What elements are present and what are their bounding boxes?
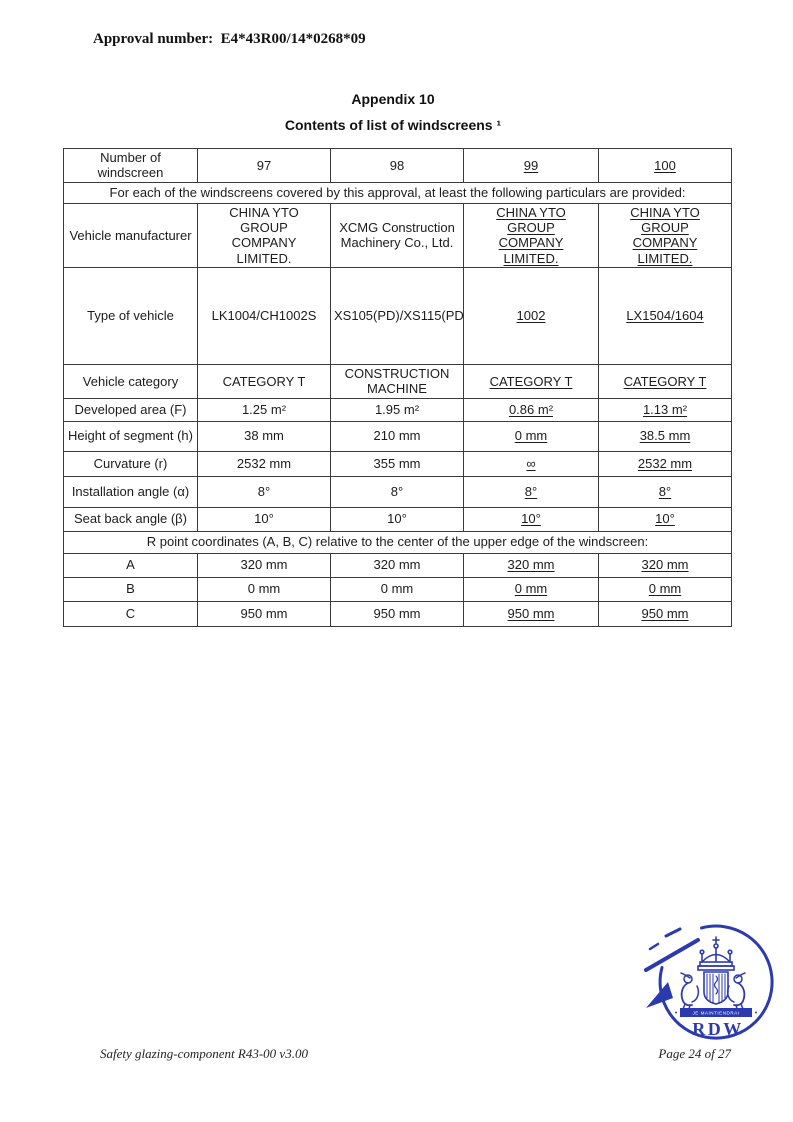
table-row: Height of segment (h) 38 mm 210 mm 0 mm …: [63, 420, 732, 452]
table-row: Curvature (r) 2532 mm 355 mm ∞ 2532 mm: [63, 450, 732, 477]
cell-value: 0 mm: [514, 428, 548, 444]
table-row: Installation angle (α) 8° 8° 8° 8°: [63, 475, 732, 508]
intro-note: For each of the windscreens covered by t…: [109, 184, 686, 200]
cell-value: 0 mm: [380, 581, 414, 597]
cell-value: 1.13 m²: [642, 401, 688, 417]
rdw-stamp-icon: JE MAINTIENDRAI RDW: [644, 924, 774, 1040]
appendix-title: Appendix 10: [351, 91, 435, 107]
cell-value: CONSTRUCTION MACHINE: [344, 365, 450, 397]
cell-value: 10°: [254, 511, 274, 527]
col-header-97: 97: [197, 148, 331, 183]
cell-value: XCMG Construction Machinery Co., Ltd.: [339, 219, 455, 251]
cell-value: 38 mm: [244, 428, 284, 444]
cell-value: 320 mm: [507, 557, 555, 573]
footer-document-id: Safety glazing-component R43-00 v3.00: [100, 1046, 308, 1061]
cell-value: 1.25 m²: [241, 401, 287, 417]
cell-value: 8°: [390, 483, 404, 499]
cell-value: 1.95 m²: [374, 401, 420, 417]
table-row: Vehicle category CATEGORY T CONSTRUCTION…: [63, 363, 732, 399]
intro-note-row: For each of the windscreens covered by t…: [63, 181, 732, 204]
cell-value: 950 mm: [641, 605, 689, 621]
col-header-100: 100: [598, 148, 732, 183]
r-point-note: R point coordinates (A, B, C) relative t…: [146, 534, 649, 550]
row-label: Type of vehicle: [87, 308, 174, 324]
cell-value: 0 mm: [648, 581, 682, 597]
cell-value: CHINA YTO GROUP COMPANY LIMITED.: [229, 204, 299, 266]
row-label: Vehicle category: [82, 373, 179, 389]
table-row: Vehicle manufacturer CHINA YTO GROUP COM…: [63, 202, 732, 268]
cell-value: 2532 mm: [236, 455, 292, 471]
cell-value: LK1004/CH1002S: [211, 308, 317, 324]
page-footer: Safety glazing-component R43-00 v3.00 Pa…: [63, 1046, 731, 1062]
table-row: A 320 mm 320 mm 320 mm 320 mm: [63, 552, 732, 578]
cell-value: 950 mm: [373, 605, 421, 621]
cell-value: CATEGORY T: [623, 373, 707, 389]
cell-value: 10°: [387, 511, 407, 527]
cell-value: 8°: [257, 483, 271, 499]
cell-value: 2532 mm: [637, 455, 693, 471]
cell-value: 950 mm: [240, 605, 288, 621]
cell-value: LX1504/1604: [626, 308, 704, 324]
cell-value: 8°: [524, 483, 538, 499]
row-label: C: [125, 605, 136, 621]
cell-value: CATEGORY T: [222, 373, 306, 389]
row-label: Curvature (r): [93, 455, 168, 471]
stamp-motto: JE MAINTIENDRAI: [692, 1011, 739, 1016]
cell-value: 0 mm: [247, 581, 281, 597]
cell-value: CATEGORY T: [489, 373, 573, 389]
cell-value: 0 mm: [514, 581, 548, 597]
corner-label: Number of windscreen: [97, 150, 164, 181]
row-label: Developed area (F): [74, 401, 187, 417]
corner-cell: Number of windscreen: [63, 148, 198, 183]
cell-value: 210 mm: [373, 428, 421, 444]
cell-value: 0.86 m²: [508, 401, 554, 417]
table-row: Type of vehicle LK1004/CH1002S XS105(PD)…: [63, 266, 732, 365]
cell-value: 10°: [521, 511, 541, 527]
row-label: B: [126, 581, 135, 597]
cell-value: 1002: [516, 308, 546, 324]
col-header-99: 99: [463, 148, 599, 183]
cell-value: 320 mm: [641, 557, 689, 573]
row-label: Seat back angle (β): [74, 511, 187, 527]
cell-value: 320 mm: [240, 557, 288, 573]
windscreen-table: Number of windscreen 97 98 99 100 For ea…: [63, 148, 732, 627]
cell-value: 355 mm: [373, 455, 421, 471]
page-title: Contents of list of windscreens ¹: [284, 117, 502, 133]
row-label: Installation angle (α): [71, 483, 190, 499]
cell-value: 38.5 mm: [639, 428, 691, 444]
approval-number: Approval number: E4*43R00/14*0268*09: [93, 31, 366, 47]
table-row: B 0 mm 0 mm 0 mm 0 mm: [63, 576, 732, 602]
table-row: Developed area (F) 1.25 m² 1.95 m² 0.86 …: [63, 397, 732, 422]
row-label: Vehicle manufacturer: [69, 227, 192, 243]
table-header-row: Number of windscreen 97 98 99 100: [63, 148, 732, 183]
table-row: C 950 mm 950 mm 950 mm 950 mm: [63, 600, 732, 627]
row-label: A: [126, 557, 135, 573]
cell-value: ∞: [526, 455, 536, 471]
cell-value: 950 mm: [507, 605, 555, 621]
cell-value: CHINA YTO GROUP COMPANY LIMITED.: [496, 204, 566, 266]
cell-value: CHINA YTO GROUP COMPANY LIMITED.: [630, 204, 700, 266]
cell-value: 10°: [655, 511, 675, 527]
stamp-organization: RDW: [692, 1019, 744, 1039]
cell-value: 320 mm: [373, 557, 421, 573]
r-point-note-row: R point coordinates (A, B, C) relative t…: [63, 530, 732, 554]
col-header-98: 98: [330, 148, 464, 183]
table-row: Seat back angle (β) 10° 10° 10° 10°: [63, 506, 732, 532]
footer-page-number: Page 24 of 27: [658, 1046, 731, 1061]
row-label: Height of segment (h): [67, 428, 193, 444]
cell-value: XS105(PD)/XS115(PD）/XS125(PD）/XS165(PD)/…: [334, 308, 464, 324]
cell-value: 8°: [658, 483, 672, 499]
